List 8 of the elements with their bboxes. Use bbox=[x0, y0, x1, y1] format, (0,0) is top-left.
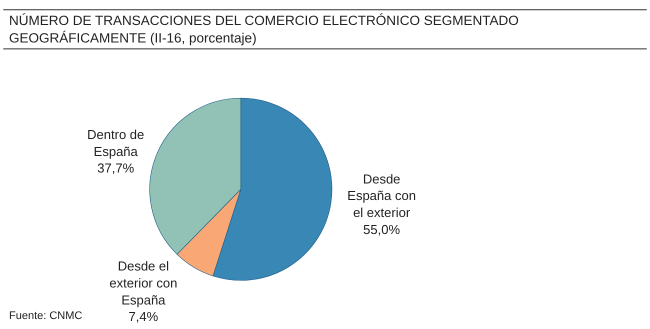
data-label: 55,0% bbox=[363, 222, 400, 237]
slice-label: Desde España con el exterior bbox=[347, 171, 416, 220]
slice-label: Dentro de España bbox=[87, 126, 144, 159]
data-label: 37,7% bbox=[97, 160, 135, 176]
slice-label: Desde el exterior con España bbox=[109, 258, 178, 308]
data-label: 7,4% bbox=[128, 309, 159, 324]
chart-title: NÚMERO DE TRANSACCIONES DEL COMERCIO ELECTRÓNICO SEGMENTADO GEOGRÁFICAMENTE (II-16, porcentaje) bbox=[9, 13, 519, 46]
source-note: Fuente: CNMC bbox=[9, 310, 82, 322]
